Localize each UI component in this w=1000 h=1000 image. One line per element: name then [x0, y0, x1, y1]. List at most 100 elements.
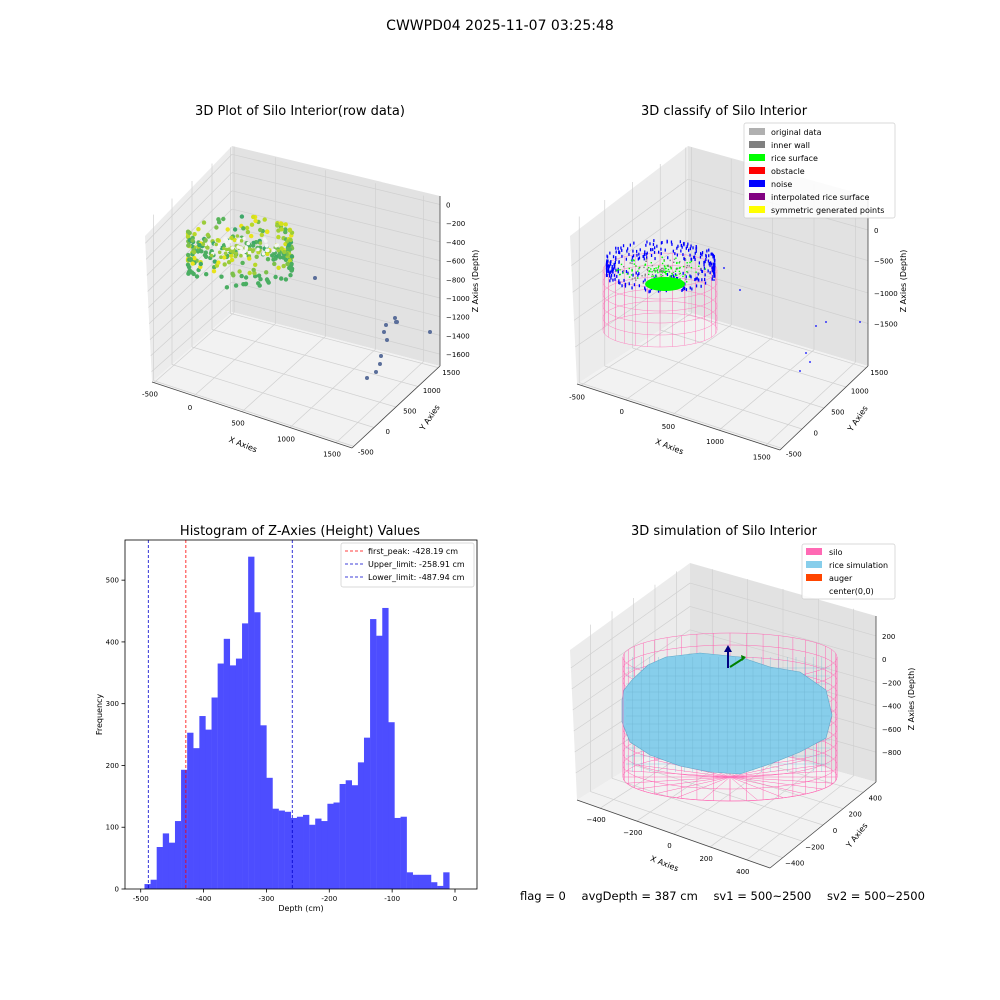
p2-noise-point — [618, 281, 620, 285]
p2-noise-point — [696, 276, 698, 280]
p3-y-tick-label: 100 — [106, 824, 119, 832]
p2-noise-point — [606, 274, 608, 277]
p1-z-gridline — [231, 153, 441, 205]
p2-noise-point — [682, 287, 684, 291]
p1-point — [190, 238, 195, 243]
p3-histogram-bar — [388, 722, 395, 889]
p2-noise-point — [613, 263, 615, 267]
p2-noise-point — [713, 258, 716, 262]
p1-z-gridline — [150, 281, 233, 356]
p1-point — [243, 249, 247, 253]
p2-class-point — [673, 261, 675, 263]
p2-class-point — [650, 262, 652, 264]
p2-noise-point — [705, 255, 707, 258]
p2-class-point — [638, 267, 641, 269]
p2-noise-point — [610, 269, 612, 273]
p1-point — [393, 316, 397, 320]
p2-noise-point — [799, 370, 801, 372]
p2-noise-point — [710, 252, 712, 256]
p2-noise-point — [612, 269, 614, 273]
p2-class-point — [634, 277, 636, 279]
p1-point — [276, 248, 281, 253]
p2-noise-point — [695, 247, 697, 251]
p1-point — [225, 227, 230, 232]
p2-noise-point — [644, 288, 647, 292]
p2-class-point — [665, 270, 667, 273]
p1-point — [186, 252, 191, 258]
panel4-title: 3D simulation of Silo Interior — [631, 524, 817, 539]
p2-noise-point — [714, 265, 716, 269]
p1-point — [286, 242, 292, 248]
p4-silo-wire — [702, 776, 731, 801]
p3-histogram-bar — [333, 802, 340, 889]
p2-noise-point — [624, 282, 627, 286]
p3-histogram-bar — [351, 785, 359, 889]
p4-z-gridline — [689, 606, 877, 660]
p2-x-tick-label: 1500 — [753, 453, 771, 461]
p2-noise-point — [632, 249, 634, 253]
p2-class-point — [631, 269, 633, 271]
p4-z-tick-label: 0 — [882, 656, 886, 664]
p2-class-point — [687, 271, 689, 274]
p2-legend-label: interpolated rice surface — [771, 193, 869, 202]
p1-point — [265, 229, 270, 234]
p2-noise-point — [619, 281, 621, 285]
p1-point — [249, 222, 255, 227]
p2-class-point — [669, 275, 671, 277]
p2-class-point — [633, 263, 635, 265]
p1-point — [229, 235, 234, 241]
p2-noise-point — [643, 253, 646, 257]
p3-histogram-bar — [229, 665, 237, 889]
p2-legend-swatch — [749, 154, 765, 161]
p2-noise-point — [683, 257, 685, 261]
p3-histogram-bar — [278, 810, 285, 889]
p2-noise-point — [805, 352, 807, 354]
p3-x-tick-label: -400 — [196, 895, 212, 903]
p2-noise-point — [611, 265, 613, 268]
p2-noise-point — [713, 268, 716, 272]
p4-z-tick-label: −200 — [882, 679, 901, 687]
p4-floor-pane — [577, 730, 876, 868]
panel3-title: Histogram of Z-Axies (Height) Values — [179, 524, 421, 539]
p2-silo-wire — [602, 264, 718, 300]
p2-class-point — [631, 270, 633, 272]
p1-y-tick-label: 1500 — [442, 369, 460, 377]
p2-class-point — [616, 269, 618, 272]
p2-class-point — [654, 271, 656, 273]
p2-z-tick-label: −1500 — [874, 321, 898, 329]
p2-x-tick-label: 500 — [662, 423, 675, 431]
p1-point — [229, 257, 235, 263]
p2-class-point — [623, 266, 625, 268]
p2-noise-point — [706, 249, 708, 253]
p1-point — [258, 277, 263, 282]
p1-point — [191, 271, 196, 277]
p2-noise-point — [638, 272, 640, 276]
p2-noise-point — [694, 258, 696, 261]
p2-noise-point — [694, 251, 696, 255]
p2-noise-point — [610, 273, 613, 277]
p2-class-point — [678, 273, 681, 275]
p1-point — [273, 274, 278, 280]
p2-noise-point — [654, 257, 656, 261]
p3-histogram-bar — [443, 872, 450, 889]
p2-class-point — [630, 259, 633, 262]
p4-silo-wire — [729, 764, 823, 778]
p2-class-point — [667, 265, 669, 268]
p2-noise-point — [624, 284, 627, 288]
p2-noise-point — [644, 250, 646, 254]
p1-point — [258, 241, 263, 245]
status-line: flag = 0 avgDepth = 387 cm sv1 = 500~250… — [520, 889, 937, 903]
p3-histogram-bar — [150, 879, 157, 889]
p2-noise-point — [672, 274, 675, 278]
p2-class-point — [663, 265, 666, 267]
p2-noise-point — [677, 244, 679, 248]
p1-point — [243, 275, 249, 280]
p1-z-gridline — [149, 263, 233, 340]
p3-histogram-bar — [181, 769, 188, 889]
p2-noise-point — [693, 255, 695, 259]
p2-class-point — [661, 256, 663, 258]
p2-noise-point — [703, 260, 705, 264]
p2-class-point — [626, 273, 628, 275]
p2-class-point — [682, 275, 684, 278]
p2-noise-point — [638, 284, 640, 288]
